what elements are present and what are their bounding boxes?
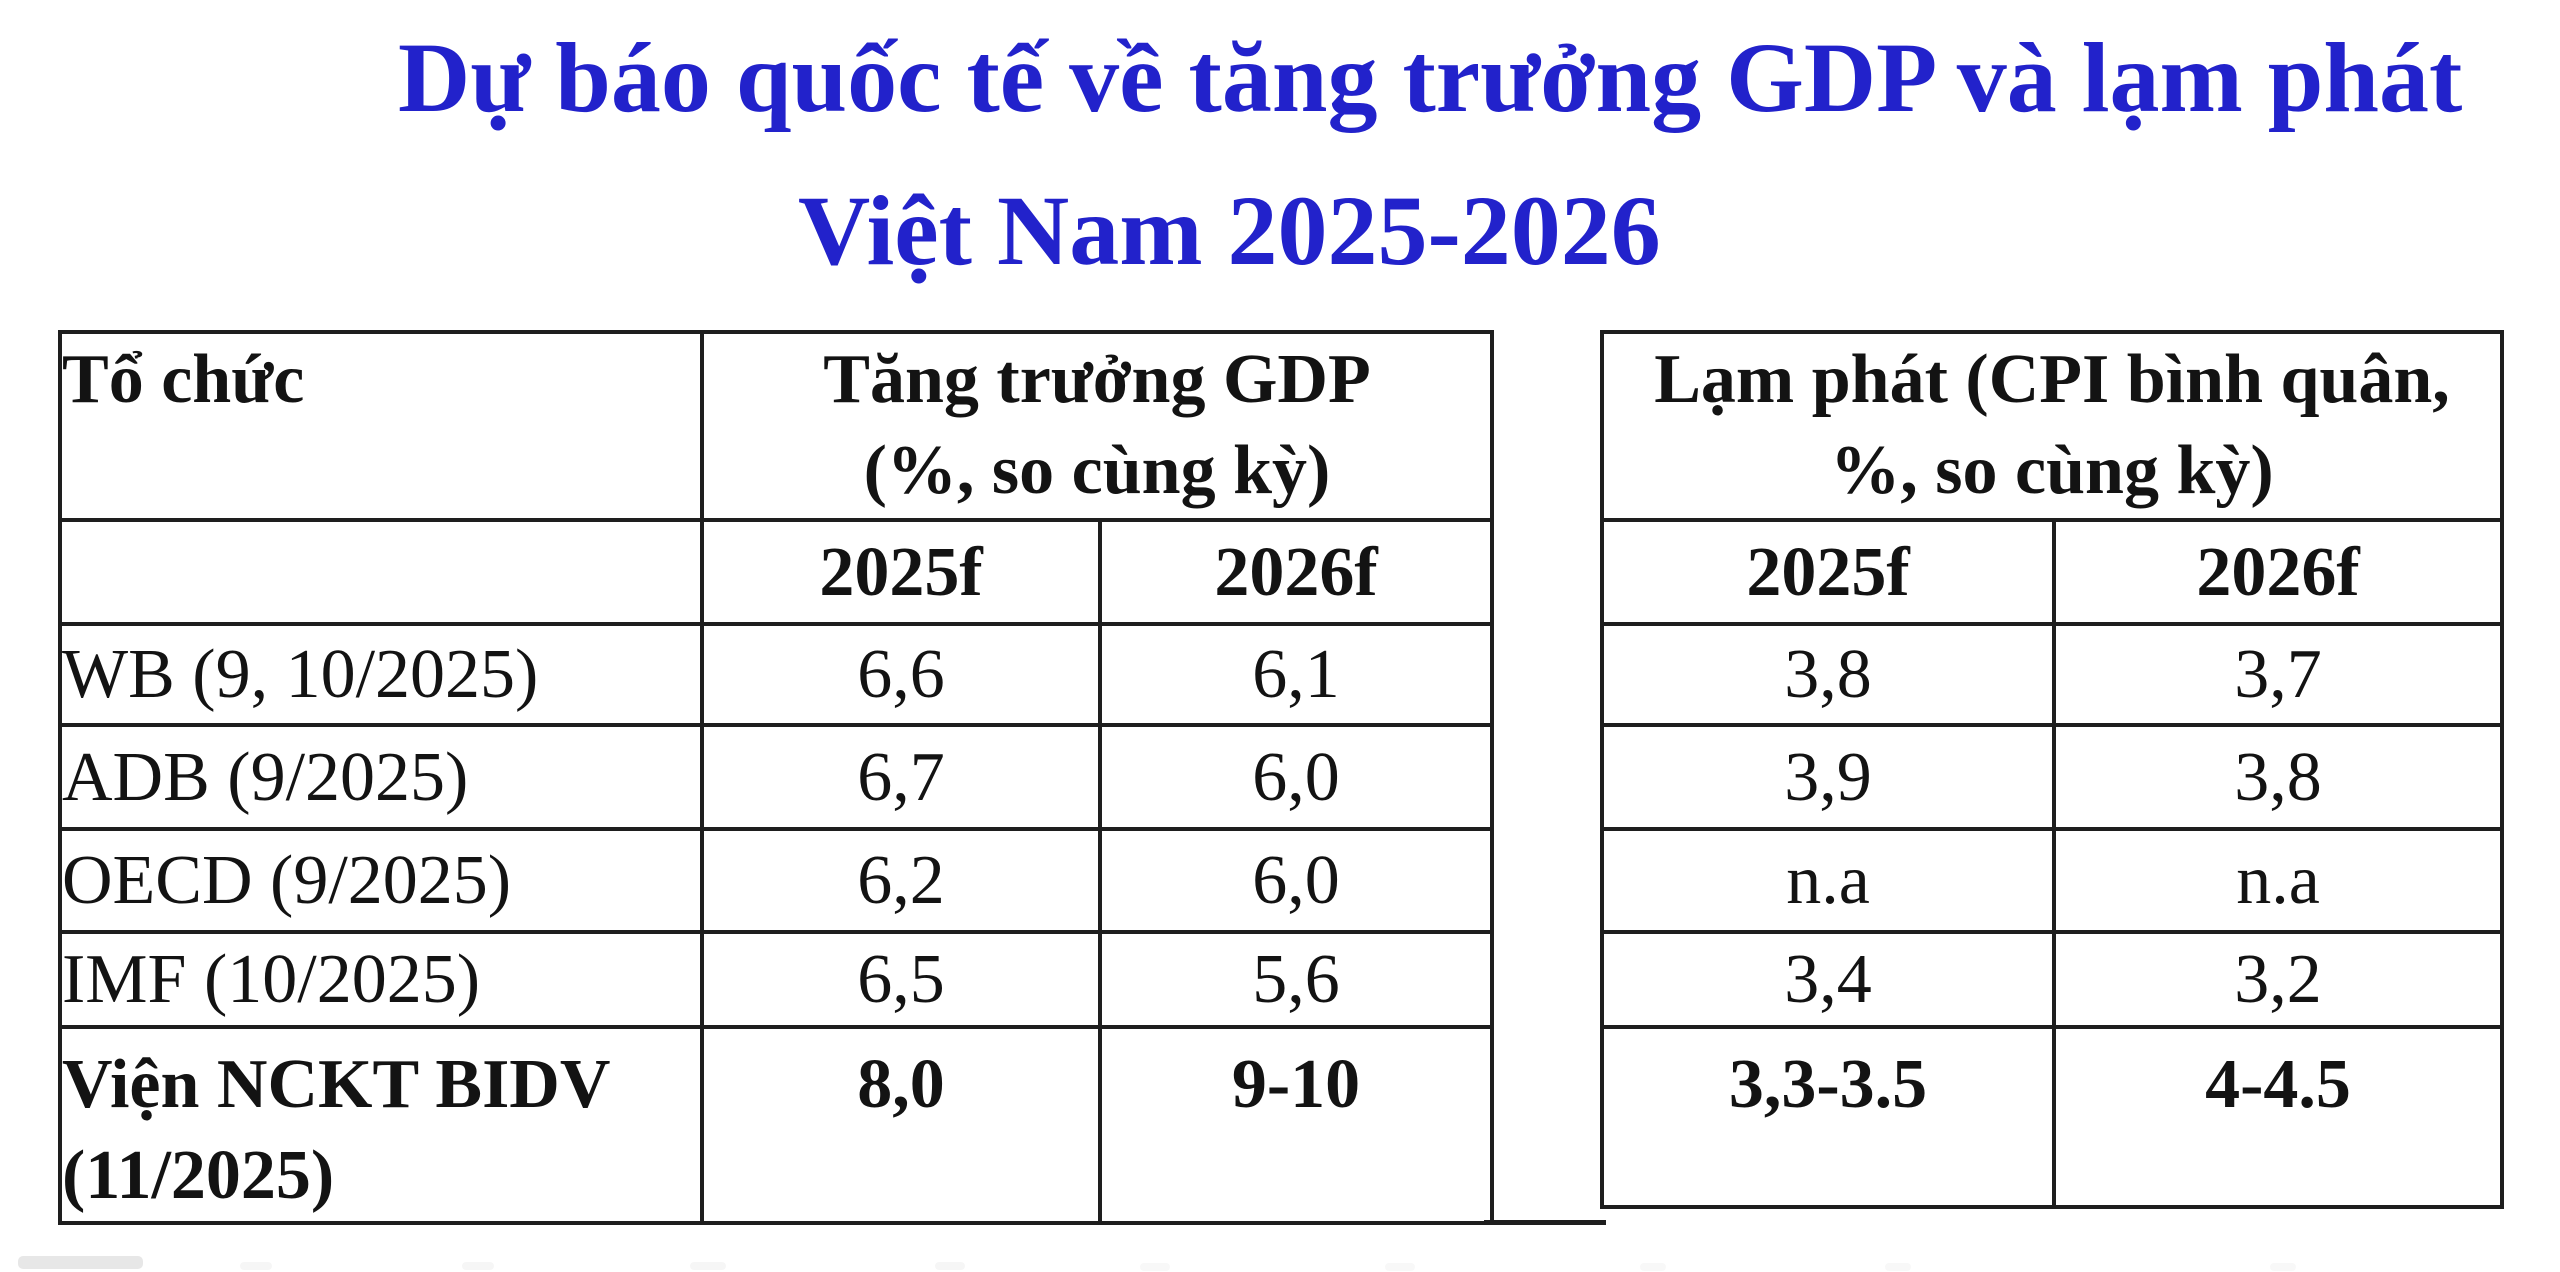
- cpi-2026-value: n.a: [2051, 827, 2505, 934]
- gdp-group-header: Tăng trưởng GDP (%, so cùng kỳ): [700, 330, 1494, 522]
- cpi-2026-value: 3,7: [2051, 622, 2505, 727]
- group-header-row: Tổ chức Tăng trưởng GDP (%, so cùng kỳ): [58, 330, 1494, 522]
- cpi-forecast-table: Lạm phát (CPI bình quân, %, so cùng kỳ) …: [1599, 330, 2505, 1209]
- table-row: 3,8 3,7: [1600, 622, 2505, 727]
- scan-artifact: [1640, 1263, 1666, 1271]
- table-row: 3,9 3,8: [1600, 723, 2505, 831]
- table-row: ADB (9/2025) 6,7 6,0: [58, 723, 1494, 831]
- cpi-group-header: Lạm phát (CPI bình quân, %, so cùng kỳ): [1599, 330, 2505, 522]
- scan-artifact: [462, 1262, 494, 1270]
- org-column-header: Tổ chức: [58, 330, 704, 522]
- gdp-2026-value: 9-10: [1098, 1025, 1494, 1225]
- scan-artifact: [1885, 1263, 1911, 1271]
- org-label: WB (9, 10/2025): [58, 622, 704, 727]
- year-header-row: 2025f 2026f: [1600, 518, 2505, 626]
- gdp-2026-value: 6,0: [1098, 723, 1494, 831]
- cpi-year-header-2026f: 2026f: [2051, 518, 2505, 626]
- gdp-2025-value: 6,6: [700, 622, 1102, 727]
- org-label: IMF (10/2025): [58, 930, 704, 1029]
- table-row: IMF (10/2025) 6,5 5,6: [58, 930, 1494, 1029]
- cpi-2025-value: 3,9: [1600, 723, 2056, 831]
- cpi-2026-value: 3,8: [2051, 723, 2505, 831]
- gdp-2026-value: 5,6: [1098, 930, 1494, 1029]
- table-row: n.a n.a: [1600, 827, 2505, 934]
- scan-artifact: [2270, 1263, 2296, 1271]
- gdp-group-header-line1: Tăng trưởng GDP: [823, 341, 1371, 418]
- cpi-year-header-2025f: 2025f: [1600, 518, 2056, 626]
- table-row: 3,4 3,2: [1600, 930, 2505, 1029]
- org-label: Viện NCKT BIDV (11/2025): [58, 1025, 704, 1225]
- group-header-row: Lạm phát (CPI bình quân, %, so cùng kỳ): [1599, 330, 2505, 522]
- scan-artifact: [240, 1262, 272, 1270]
- gdp-2025-value: 6,2: [700, 827, 1102, 934]
- year-header-row: 2025f 2026f: [58, 518, 1494, 626]
- gdp-2025-value: 8,0: [700, 1025, 1102, 1225]
- page-title-line2: Việt Nam 2025-2026: [798, 175, 1661, 286]
- table-row-bidv: Viện NCKT BIDV (11/2025) 8,0 9-10: [58, 1025, 1494, 1225]
- scan-artifact: [935, 1262, 965, 1270]
- scan-artifact: [690, 1262, 726, 1270]
- table-gap-bottom-border: [1484, 1220, 1606, 1225]
- gdp-2025-value: 6,7: [700, 723, 1102, 831]
- cpi-2026-value: 4-4.5: [2051, 1025, 2505, 1209]
- org-empty-cell: [58, 518, 704, 626]
- gdp-2026-value: 6,1: [1098, 622, 1494, 727]
- cpi-group-header-line1: Lạm phát (CPI bình quân,: [1654, 341, 2450, 418]
- gdp-forecast-table: Tổ chức Tăng trưởng GDP (%, so cùng kỳ) …: [58, 330, 1494, 1225]
- table-row-bidv: 3,3-3.5 4-4.5: [1600, 1025, 2505, 1209]
- scan-artifact: [18, 1256, 143, 1269]
- page-title-line1: Dự báo quốc tế về tăng trưởng GDP và lạm…: [398, 22, 2463, 133]
- gdp-2026-value: 6,0: [1098, 827, 1494, 934]
- cpi-group-header-line2: %, so cùng kỳ): [1830, 432, 2274, 509]
- cpi-2025-value: n.a: [1600, 827, 2056, 934]
- cpi-2025-value: 3,3-3.5: [1600, 1025, 2056, 1209]
- cpi-2025-value: 3,8: [1600, 622, 2056, 727]
- cpi-2026-value: 3,2: [2051, 930, 2505, 1029]
- org-label: ADB (9/2025): [58, 723, 704, 831]
- table-row: OECD (9/2025) 6,2 6,0: [58, 827, 1494, 934]
- gdp-year-header-2025f: 2025f: [700, 518, 1102, 626]
- scan-artifact: [1385, 1263, 1415, 1271]
- scan-artifact: [1140, 1263, 1170, 1271]
- gdp-group-header-line2: (%, so cùng kỳ): [863, 432, 1331, 509]
- gdp-2025-value: 6,5: [700, 930, 1102, 1029]
- gdp-year-header-2026f: 2026f: [1098, 518, 1494, 626]
- table-row: WB (9, 10/2025) 6,6 6,1: [58, 622, 1494, 727]
- cpi-2025-value: 3,4: [1600, 930, 2056, 1029]
- org-label: OECD (9/2025): [58, 827, 704, 934]
